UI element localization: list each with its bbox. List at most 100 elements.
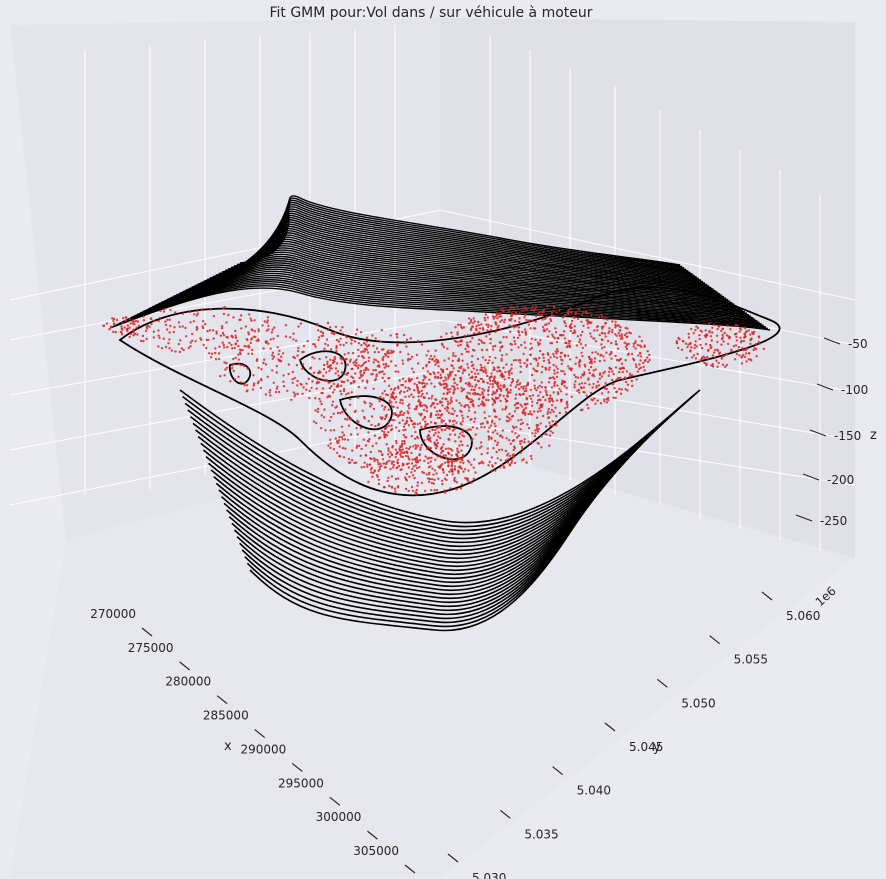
scatter-point [512, 307, 515, 311]
scatter-point [589, 332, 592, 335]
scatter-point [481, 391, 484, 394]
scatter-point [520, 343, 523, 347]
scatter-point [467, 428, 471, 431]
scatter-point [533, 379, 536, 382]
scatter-point [700, 346, 704, 350]
scatter-point [735, 335, 738, 339]
scatter-point [757, 335, 761, 338]
scatter-point [527, 320, 530, 323]
scatter-point [444, 407, 447, 410]
scatter-point [320, 334, 323, 338]
scatter-point [509, 384, 512, 387]
scatter-point [694, 340, 697, 343]
scatter-point [710, 364, 713, 367]
scatter-point [754, 343, 758, 346]
scatter-point [231, 364, 234, 367]
scatter-point [168, 338, 171, 341]
scatter-point [501, 345, 504, 348]
scatter-point [472, 367, 475, 370]
scatter-point [237, 375, 240, 378]
scatter-point [401, 377, 405, 380]
scatter-point [715, 359, 718, 362]
scatter-point [344, 334, 347, 337]
scatter-point [515, 402, 518, 405]
scatter-point [447, 357, 450, 360]
scatter-point [354, 333, 358, 336]
scatter-point [480, 323, 483, 326]
scatter-point [449, 447, 452, 451]
scatter-point [409, 337, 412, 340]
y-tick-label: 5.035 [524, 827, 558, 841]
scatter-point [455, 454, 459, 457]
scatter-point [709, 335, 713, 338]
scatter-point [513, 410, 517, 413]
scatter-point [297, 346, 300, 350]
scatter-point [487, 386, 491, 389]
scatter-point [201, 320, 205, 323]
scatter-point [548, 400, 551, 403]
scatter-point [608, 330, 611, 333]
grid-line-h-9 [439, 419, 856, 486]
y-tick-label: 5.055 [734, 653, 768, 667]
scatter-point [694, 357, 698, 360]
scatter-point [518, 320, 521, 324]
scatter-point [506, 399, 509, 403]
scatter-point [441, 482, 444, 486]
scatter-point [559, 351, 563, 355]
scatter-point [544, 389, 547, 392]
scatter-point [349, 358, 352, 361]
scatter-point [420, 443, 423, 447]
scatter-point [519, 361, 522, 364]
scatter-point [480, 366, 483, 369]
scatter-point [608, 370, 611, 373]
scatter-point [481, 400, 484, 403]
scatter-point [745, 352, 748, 355]
scatter-point [456, 469, 460, 472]
scatter-point [396, 462, 400, 465]
scatter-point [347, 424, 351, 427]
scatter-point [212, 337, 215, 340]
scatter-point [620, 388, 623, 391]
scatter-point [596, 380, 600, 383]
scatter-point [475, 427, 479, 430]
scatter-point [737, 345, 741, 349]
scatter-point [454, 459, 458, 463]
scatter-point [411, 458, 414, 461]
scatter-point [450, 331, 453, 334]
scatter-point [426, 370, 429, 373]
scatter-point [342, 456, 346, 459]
scatter-point [319, 400, 322, 403]
scatter-point [720, 329, 723, 333]
scatter-point [564, 411, 568, 414]
scatter-point [677, 336, 680, 340]
y-tick-mark [604, 722, 616, 732]
scatter-point [385, 462, 388, 465]
scatter-point [556, 350, 559, 353]
scatter-point [189, 310, 192, 314]
scatter-point [606, 339, 610, 343]
scatter-point [360, 350, 363, 354]
y-tick-label: 5.060 [786, 609, 820, 623]
scatter-point [488, 359, 491, 362]
scatter-point [312, 420, 316, 423]
scatter-point [621, 337, 624, 340]
scatter-point [437, 365, 440, 368]
scatter-point [598, 359, 602, 363]
scatter-point [716, 340, 719, 344]
contour-lower-0 [179, 389, 701, 524]
scatter-point [413, 426, 416, 429]
scatter-point [538, 384, 541, 388]
contour-upper-40 [230, 201, 687, 271]
scatter-point [282, 380, 285, 383]
scatter-point [508, 463, 511, 466]
scatter-point [454, 355, 457, 358]
scatter-point [546, 412, 549, 415]
scatter-point [456, 450, 459, 453]
scatter-point [470, 327, 473, 330]
scatter-point [507, 420, 510, 423]
scatter-point [229, 380, 232, 383]
scatter-point [320, 391, 323, 395]
scatter-point [263, 320, 267, 323]
scatter-point [639, 355, 643, 358]
scatter-point [383, 372, 386, 376]
